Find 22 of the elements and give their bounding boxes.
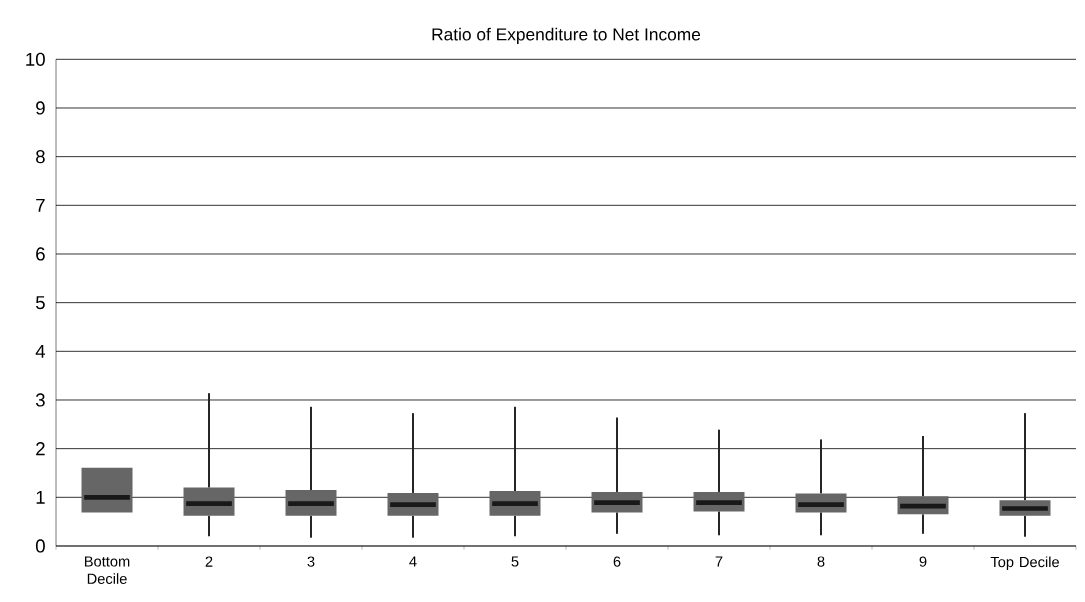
x-tick-label: 8: [817, 556, 825, 567]
y-tick-label: 2: [36, 442, 45, 456]
x-tick-label: 6: [613, 556, 621, 567]
y-tick-label: 7: [36, 198, 45, 212]
y-tick-label: 3: [35, 393, 45, 407]
x-tick-label: Bottom Decile: [84, 556, 130, 584]
y-tick-label: 1: [36, 490, 45, 504]
y-tick-label: 9: [36, 101, 45, 115]
x-tick-label: 4: [409, 556, 417, 567]
y-tick-label: 8: [36, 150, 45, 164]
x-tick-label: 5: [511, 556, 519, 567]
x-tick-label: 7: [715, 556, 723, 567]
x-tick-label: 2: [205, 556, 213, 567]
x-tick-label: Top Decile: [990, 556, 1059, 571]
x-tick-label: 9: [919, 556, 927, 567]
y-tick-label: 0: [35, 539, 45, 553]
y-tick-label: 5: [35, 296, 45, 310]
chart-title: Ratio of Expenditure to Net Income: [432, 27, 701, 44]
y-tick-label: 10: [26, 52, 45, 66]
y-tick-label: 6: [36, 247, 45, 261]
y-tick-label: 4: [35, 344, 46, 358]
x-tick-label: 3: [307, 556, 315, 567]
